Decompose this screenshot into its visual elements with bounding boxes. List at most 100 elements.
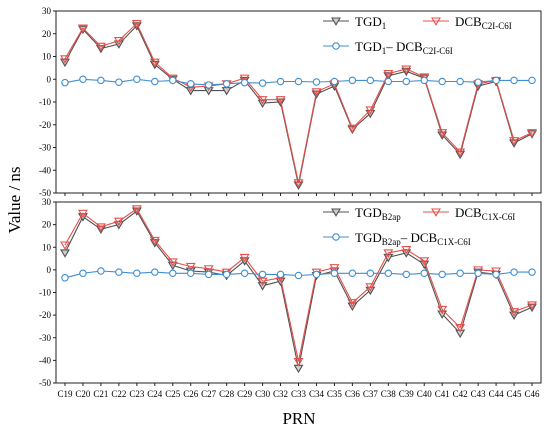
- x-tick-label: C37: [363, 389, 379, 399]
- data-point: [402, 77, 411, 86]
- data-point: [401, 245, 412, 255]
- series-line: [64, 24, 533, 186]
- series-0: [60, 207, 537, 374]
- y-tick-label: -50: [39, 378, 51, 388]
- y-tick-label: -50: [39, 188, 51, 198]
- data-point: [330, 269, 339, 278]
- x-tick-label: C20: [75, 389, 91, 399]
- x-tick-label: C26: [183, 389, 199, 399]
- legend-label: TGDB2ap– DCBC1X-C6I: [355, 230, 471, 247]
- legend-marker: [331, 208, 341, 217]
- data-point: [402, 270, 411, 279]
- data-point: [401, 65, 412, 74]
- legend-marker: [331, 17, 341, 26]
- legend-item: DCBC2I-C6I: [423, 14, 512, 31]
- data-point: [366, 76, 375, 85]
- x-axis-label: PRN: [282, 409, 315, 428]
- y-tick-label: 30: [42, 6, 52, 16]
- series-1: [60, 205, 537, 367]
- data-point: [474, 78, 482, 86]
- data-point: [294, 271, 303, 280]
- data-point: [365, 106, 376, 115]
- data-point: [113, 217, 124, 227]
- data-point: [275, 96, 286, 105]
- legend-item: DCBC1X-C6I: [423, 205, 515, 222]
- data-point: [169, 269, 177, 278]
- data-point: [347, 124, 358, 134]
- legend: TGDB2ap DCBC1X-C6I TGDB2ap– DCBC1X-C6I: [323, 205, 515, 247]
- data-point: [185, 262, 196, 272]
- series-0: [60, 22, 537, 190]
- data-point: [167, 258, 178, 267]
- data-point: [61, 274, 69, 282]
- data-point: [239, 74, 250, 83]
- chart-panel-bottom: -50 -40 -30 -20 -10 0 10 20 30 C19 C20 C21 C22 C23 C24…: [39, 197, 542, 399]
- y-tick-label: 10: [42, 52, 52, 62]
- legend-marker: [332, 233, 340, 241]
- x-tick-label: C46: [525, 389, 541, 399]
- data-point: [204, 81, 213, 89]
- data-point: [348, 269, 357, 278]
- data-point: [437, 305, 448, 315]
- data-point: [384, 77, 393, 86]
- y-tick-label: -20: [39, 310, 51, 320]
- data-point: [95, 223, 106, 232]
- data-point: [438, 270, 446, 279]
- plot-frame: [55, 201, 542, 384]
- data-point: [456, 269, 464, 278]
- y-tick-label: -10: [39, 97, 51, 107]
- x-tick-label: C33: [291, 389, 307, 399]
- data-point: [239, 253, 250, 263]
- x-tick-label: C39: [399, 389, 415, 399]
- data-point: [312, 78, 321, 86]
- data-point: [365, 283, 376, 292]
- data-point: [222, 80, 231, 88]
- data-point: [186, 80, 195, 88]
- data-point: [330, 77, 339, 86]
- data-point: [60, 249, 70, 258]
- y-tick-label: -30: [39, 333, 51, 343]
- data-point: [437, 310, 448, 319]
- data-point: [347, 299, 358, 308]
- plot-frame: [55, 10, 542, 194]
- legend-item: TGDB2ap: [323, 205, 401, 222]
- legend-label: TGDB2ap: [355, 205, 401, 222]
- legend-item: TGD1– DCBC2I-C6I: [323, 39, 453, 56]
- data-point: [151, 77, 159, 86]
- legend: TGD1 DCBC2I-C6I TGD1– DCBC2I-C6I: [323, 14, 512, 56]
- data-point: [509, 308, 520, 317]
- data-point: [169, 76, 177, 85]
- data-point: [240, 269, 249, 278]
- legend-marker: [431, 208, 441, 217]
- data-point: [115, 78, 123, 86]
- legend-marker: [332, 42, 340, 50]
- data-point: [474, 269, 482, 278]
- y-tick-label: 0: [47, 74, 52, 84]
- x-tick-label: C36: [345, 389, 361, 399]
- data-point: [133, 75, 141, 84]
- legend-item: TGD1: [323, 14, 386, 31]
- y-tick-label: -10: [39, 288, 51, 298]
- data-point: [79, 269, 87, 278]
- y-tick-label: -40: [39, 165, 51, 175]
- data-point: [151, 268, 159, 276]
- data-point: [420, 269, 428, 278]
- data-point: [60, 55, 70, 64]
- x-tick-label: C25: [165, 389, 181, 399]
- y-axis-label: Value / ns: [5, 166, 24, 233]
- x-tick-label: C35: [327, 389, 343, 399]
- data-point: [456, 77, 464, 86]
- data-point: [95, 42, 106, 52]
- x-tick-label: C43: [471, 389, 487, 399]
- data-point: [455, 329, 466, 339]
- y-tick-label: 30: [42, 197, 52, 207]
- data-point: [257, 282, 268, 291]
- data-point: [329, 264, 340, 273]
- data-point: [420, 76, 428, 85]
- y-tick-label: 0: [47, 265, 52, 275]
- data-point: [455, 148, 466, 157]
- data-point: [384, 269, 393, 278]
- data-point: [113, 37, 124, 46]
- data-point: [77, 24, 88, 33]
